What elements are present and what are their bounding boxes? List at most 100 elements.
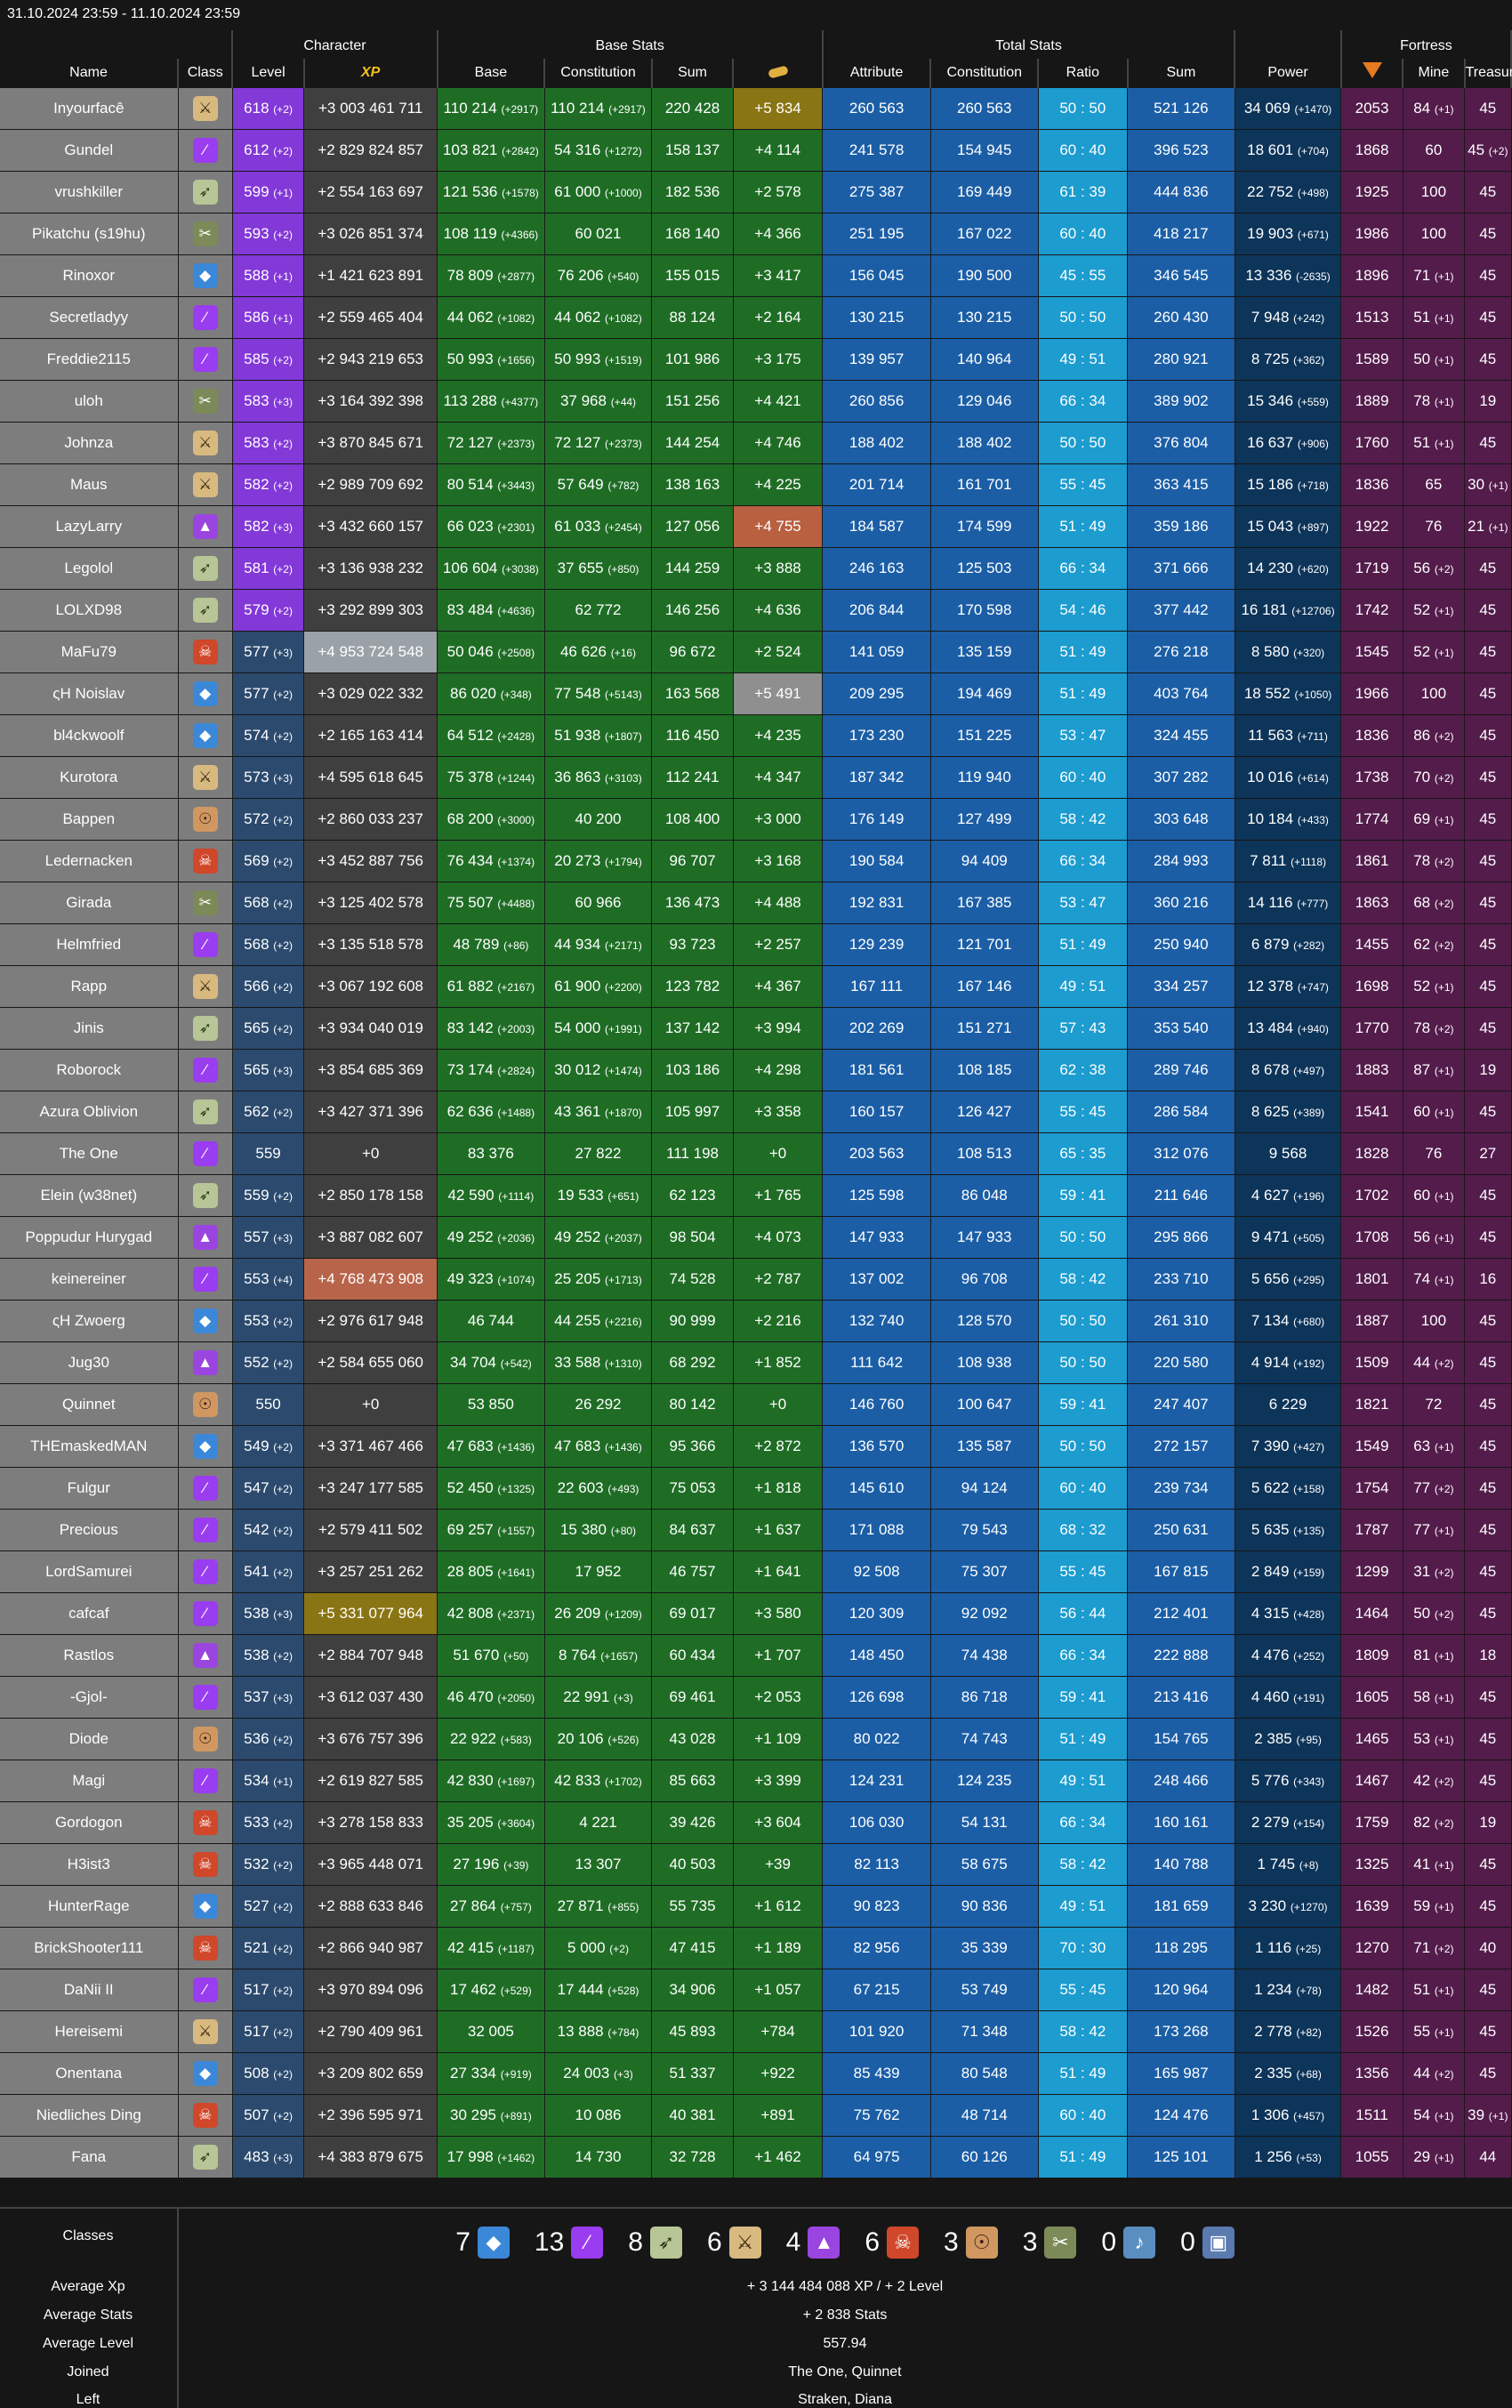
player-name[interactable]: Maus (0, 463, 179, 506)
player-name[interactable]: keinereiner (0, 1257, 179, 1301)
col-xp[interactable]: XP (303, 59, 438, 87)
col-class[interactable]: Class (178, 59, 234, 87)
table-row[interactable]: Fana ➶ 483 (+3) +4 383 879 675 17 998 (+1462… (0, 2135, 1512, 2178)
table-row[interactable]: Jug30 ▲ 552 (+2) +2 584 655 060 34 704 (+542… (0, 1341, 1512, 1384)
table-row[interactable]: Rapp ⚔ 566 (+2) +3 067 192 608 61 882 (+2167… (0, 964, 1512, 1008)
table-row[interactable]: Gordogon ☠ 533 (+2) +3 278 158 833 35 205 (+… (0, 1800, 1512, 1844)
col-attribute[interactable]: Attribute (822, 59, 932, 87)
table-row[interactable]: The One ⁄ 559 +0 83 376 27 822 111 198 +0 203 56… (0, 1132, 1512, 1175)
table-row[interactable]: ςH Noislav ◆ 577 (+2) +3 029 022 332 86 020 … (0, 672, 1512, 715)
player-name[interactable]: Legolol (0, 546, 179, 590)
player-name[interactable]: MaFu79 (0, 630, 179, 673)
table-row[interactable]: DaNii II ⁄ 517 (+2) +3 970 894 096 17 462 (+… (0, 1968, 1512, 2011)
table-row[interactable]: LOLXD98 ➶ 579 (+2) +3 292 899 303 83 484 (+4… (0, 588, 1512, 632)
table-row[interactable]: HunterRage ◆ 527 (+2) +2 888 633 846 27 864 … (0, 1884, 1512, 1928)
col-constitution-total[interactable]: Constitution (930, 59, 1040, 87)
table-row[interactable]: ςH Zwoerg ◆ 553 (+2) +2 976 617 948 46 744 44… (0, 1299, 1512, 1342)
table-row[interactable]: Rinoxor ◆ 588 (+1) +1 421 623 891 78 809 (+2… (0, 254, 1512, 297)
player-name[interactable]: Kurotora (0, 755, 179, 799)
table-row[interactable]: H3ist3 ☠ 532 (+2) +3 965 448 071 27 196 (+39… (0, 1842, 1512, 1886)
table-row[interactable]: Onentana ◆ 508 (+2) +3 209 802 659 27 334 (+… (0, 2051, 1512, 2095)
table-row[interactable]: Elein (w38net) ➶ 559 (+2) +2 850 178 158 42 … (0, 1173, 1512, 1217)
player-name[interactable]: H3ist3 (0, 1842, 179, 1886)
table-row[interactable]: Freddie2115 ⁄ 585 (+2) +2 943 219 653 50 993… (0, 337, 1512, 381)
table-row[interactable]: Hereisemi ⚔ 517 (+2) +2 790 409 961 32 005 13… (0, 2009, 1512, 2053)
player-name[interactable]: Rastlos (0, 1633, 179, 1677)
player-name[interactable]: Gundel (0, 128, 179, 172)
player-name[interactable]: LazyLarry (0, 504, 179, 548)
table-row[interactable]: Roborock ⁄ 565 (+3) +3 854 685 369 73 174 (+… (0, 1048, 1512, 1091)
table-row[interactable]: Helmfried ⁄ 568 (+2) +3 135 518 578 48 789 (… (0, 922, 1512, 966)
table-row[interactable]: Precious ⁄ 542 (+2) +2 579 411 502 69 257 (+… (0, 1508, 1512, 1551)
player-name[interactable]: -Gjol- (0, 1675, 179, 1719)
table-row[interactable]: bl4ckwoolf ◆ 574 (+2) +2 165 163 414 64 512 … (0, 713, 1512, 757)
col-ratio[interactable]: Ratio (1038, 59, 1129, 87)
table-row[interactable]: LordSamurei ⁄ 541 (+2) +3 257 251 262 28 805… (0, 1550, 1512, 1593)
player-name[interactable]: Bappen (0, 797, 179, 841)
player-name[interactable]: HunterRage (0, 1884, 179, 1928)
table-row[interactable]: Girada ✂ 568 (+2) +3 125 402 578 75 507 (+44… (0, 881, 1512, 924)
player-name[interactable]: bl4ckwoolf (0, 713, 179, 757)
table-row[interactable]: Rastlos ▲ 538 (+2) +2 884 707 948 51 670 (+5… (0, 1633, 1512, 1677)
player-name[interactable]: Jinis (0, 1006, 179, 1050)
col-level[interactable]: Level (232, 59, 305, 87)
table-row[interactable]: Legolol ➶ 581 (+2) +3 136 938 232 106 604 (+… (0, 546, 1512, 590)
player-name[interactable]: LOLXD98 (0, 588, 179, 632)
table-row[interactable]: Fulgur ⁄ 547 (+2) +3 247 177 585 52 450 (+13… (0, 1466, 1512, 1510)
table-row[interactable]: vrushkiller ➶ 599 (+1) +2 554 163 697 121 53… (0, 170, 1512, 213)
player-name[interactable]: Fulgur (0, 1466, 179, 1510)
table-row[interactable]: MaFu79 ☠ 577 (+3) +4 953 724 548 50 046 (+25… (0, 630, 1512, 673)
col-gem[interactable] (1340, 59, 1404, 87)
player-name[interactable]: The One (0, 1132, 179, 1175)
col-gold[interactable] (733, 59, 824, 87)
table-row[interactable]: Johnza ⚔ 583 (+2) +3 870 845 671 72 127 (+23… (0, 421, 1512, 464)
table-row[interactable]: Poppudur Hurygad ▲ 557 (+3) +3 887 082 607 4… (0, 1215, 1512, 1259)
player-name[interactable]: uloh (0, 379, 179, 423)
col-power[interactable]: Power (1235, 59, 1342, 87)
player-name[interactable]: Quinnet (0, 1382, 179, 1426)
table-row[interactable]: -Gjol- ⁄ 537 (+3) +3 612 037 430 46 470 (+20… (0, 1675, 1512, 1719)
table-row[interactable]: Niedliches Ding ☠ 507 (+2) +2 396 595 971 30… (0, 2093, 1512, 2137)
col-treasury[interactable]: Treasury (1464, 59, 1512, 87)
table-row[interactable]: THEmaskedMAN ◆ 549 (+2) +3 371 467 466 47 68… (0, 1424, 1512, 1468)
player-name[interactable]: Inyourfacê (0, 86, 179, 130)
player-name[interactable]: Rapp (0, 964, 179, 1008)
table-row[interactable]: Magi ⁄ 534 (+1) +2 619 827 585 42 830 (+1697… (0, 1759, 1512, 1802)
player-name[interactable]: Roborock (0, 1048, 179, 1091)
player-name[interactable]: Secretladyy (0, 295, 179, 339)
player-name[interactable]: Precious (0, 1508, 179, 1551)
player-name[interactable]: ςH Noislav (0, 672, 179, 715)
table-row[interactable]: cafcaf ⁄ 538 (+3) +5 331 077 964 42 808 (+23… (0, 1591, 1512, 1635)
table-row[interactable]: Bappen ☉ 572 (+2) +2 860 033 237 68 200 (+30… (0, 797, 1512, 841)
player-name[interactable]: Jug30 (0, 1341, 179, 1384)
table-row[interactable]: BrickShooter111 ☠ 521 (+2) +2 866 940 987 42… (0, 1926, 1512, 1969)
player-name[interactable]: LordSamurei (0, 1550, 179, 1593)
player-name[interactable]: THEmaskedMAN (0, 1424, 179, 1468)
table-row[interactable]: keinereiner ⁄ 553 (+4) +4 768 473 908 49 323… (0, 1257, 1512, 1301)
player-name[interactable]: Poppudur Hurygad (0, 1215, 179, 1259)
player-name[interactable]: Gordogon (0, 1800, 179, 1844)
col-constitution[interactable]: Constitution (544, 59, 653, 87)
player-name[interactable]: Niedliches Ding (0, 2093, 179, 2137)
table-row[interactable]: Secretladyy ⁄ 586 (+1) +2 559 465 404 44 062… (0, 295, 1512, 339)
player-name[interactable]: Azura Oblivion (0, 1090, 179, 1133)
table-row[interactable]: Maus ⚔ 582 (+2) +2 989 709 692 80 514 (+3443… (0, 463, 1512, 506)
player-name[interactable]: Girada (0, 881, 179, 924)
player-name[interactable]: Fana (0, 2135, 179, 2178)
player-name[interactable]: BrickShooter111 (0, 1926, 179, 1969)
player-name[interactable]: Diode (0, 1717, 179, 1760)
player-name[interactable]: Freddie2115 (0, 337, 179, 381)
player-name[interactable]: Johnza (0, 421, 179, 464)
player-name[interactable]: Elein (w38net) (0, 1173, 179, 1217)
player-name[interactable]: vrushkiller (0, 170, 179, 213)
table-row[interactable]: Kurotora ⚔ 573 (+3) +4 595 618 645 75 378 (+… (0, 755, 1512, 799)
player-name[interactable]: Ledernacken (0, 839, 179, 882)
table-row[interactable]: Inyourfacê ⚔ 618 (+2) +3 003 461 711 110 214… (0, 86, 1512, 130)
table-row[interactable]: Ledernacken ☠ 569 (+2) +3 452 887 756 76 434… (0, 839, 1512, 882)
table-row[interactable]: Quinnet ☉ 550 +0 53 850 26 292 80 142 +0 146 760… (0, 1382, 1512, 1426)
table-row[interactable]: Gundel ⁄ 612 (+2) +2 829 824 857 103 821 (+2… (0, 128, 1512, 172)
col-name[interactable]: Name (0, 59, 180, 87)
table-row[interactable]: Azura Oblivion ➶ 562 (+2) +3 427 371 396 62 … (0, 1090, 1512, 1133)
table-row[interactable]: Jinis ➶ 565 (+2) +3 934 040 019 83 142 (+200… (0, 1006, 1512, 1050)
player-name[interactable]: Rinoxor (0, 254, 179, 297)
